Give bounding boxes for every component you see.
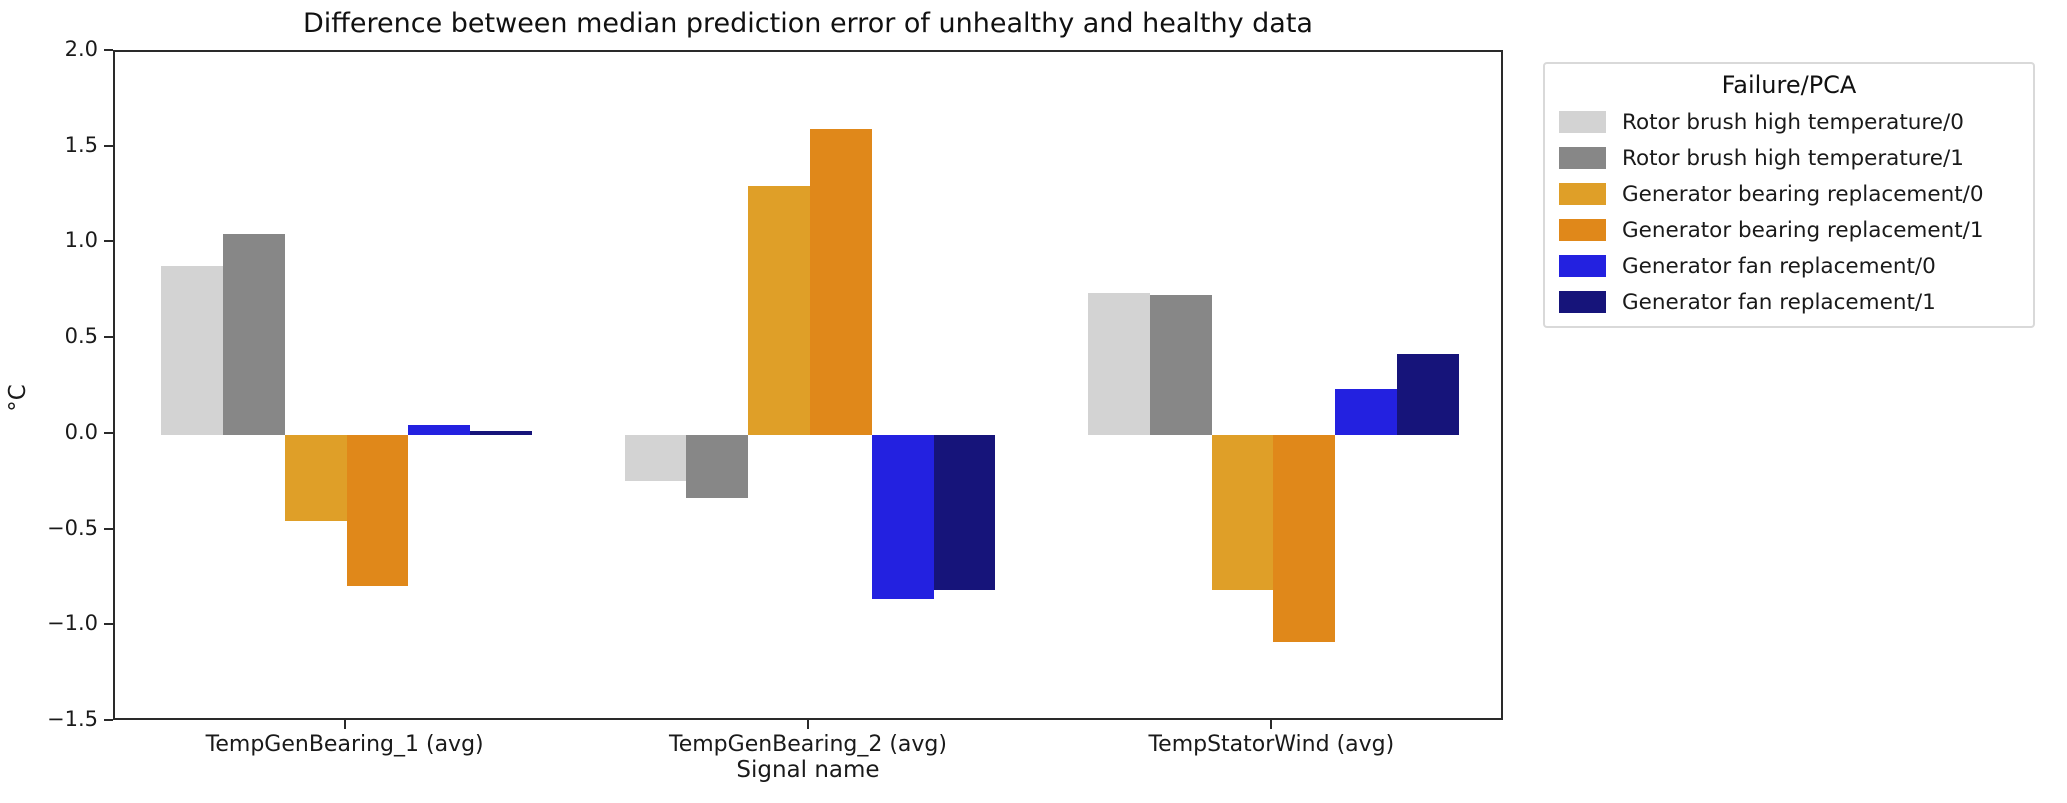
y-tick-mark [104,623,113,626]
legend-item: Generator bearing replacement/0 [1559,176,2019,212]
bar [470,431,532,435]
bar [1335,388,1397,435]
bar [1396,354,1459,435]
x-tick-label: TempStatorWind (avg) [1148,732,1395,757]
bar [1149,295,1212,435]
legend-swatch [1559,111,1606,133]
legend-swatch [1559,291,1606,313]
bar [748,186,810,435]
legend-item-label: Generator bearing replacement/0 [1622,181,1984,207]
legend-item: Generator fan replacement/1 [1559,284,2019,320]
x-tick-mark [343,720,346,729]
legend-item-label: Generator fan replacement/1 [1622,289,1936,315]
legend-item: Generator fan replacement/0 [1559,248,2019,284]
x-axis-label: Signal name [736,757,880,783]
bar [346,434,409,587]
y-tick-mark [104,49,113,51]
chart-title: Difference between median prediction err… [303,8,1313,39]
legend-title: Failure/PCA [1721,71,1857,99]
legend-swatch [1559,255,1606,277]
bar [1273,434,1336,642]
y-tick-label: −0.5 [47,515,98,540]
legend-item: Rotor brush high temperature/0 [1559,104,2019,140]
bar [408,425,471,435]
legend-items: Rotor brush high temperature/0 Rotor brus… [1559,104,2019,320]
y-tick-mark [104,336,113,339]
legend-swatch [1559,219,1606,241]
y-tick-mark [104,527,113,530]
y-tick-mark [104,240,113,243]
legend-item-label: Rotor brush high temperature/0 [1622,109,1964,135]
bar [933,434,996,590]
plot-area [113,50,1503,720]
y-tick-mark [104,431,113,434]
y-tick-label: −1.5 [47,707,98,731]
y-tick-label: 2.0 [64,37,98,61]
bar [223,233,285,435]
x-tick-label: TempGenBearing_2 (avg) [669,732,947,757]
bar [810,128,872,435]
bar [1211,434,1274,590]
y-tick-label: 0.5 [64,324,98,349]
bar [871,434,934,600]
bar [284,434,347,521]
y-tick-label: 0.0 [64,419,98,444]
y-tick-label: 1.0 [64,228,98,253]
x-tick-label: TempGenBearing_1 (avg) [205,732,484,757]
legend-item: Rotor brush high temperature/1 [1559,140,2019,176]
legend-item-label: Generator fan replacement/0 [1622,253,1936,279]
x-tick-mark [807,720,809,729]
y-axis-label: °C [4,384,31,412]
x-tick-mark [1270,720,1273,729]
legend: Failure/PCA Rotor brush high temperature… [1543,62,2035,328]
bar [686,434,749,498]
bar [1088,293,1150,435]
bar [161,266,224,435]
y-tick-mark [104,144,113,147]
y-tick-label: −1.0 [47,611,98,636]
y-tick-mark [104,719,113,721]
legend-item: Generator bearing replacement/1 [1559,212,2019,248]
legend-item-label: Generator bearing replacement/1 [1622,217,1984,243]
y-tick-label: 1.5 [64,132,98,157]
legend-swatch [1559,147,1606,169]
legend-swatch [1559,183,1606,205]
legend-item-label: Rotor brush high temperature/1 [1622,145,1964,171]
bar [624,434,687,481]
